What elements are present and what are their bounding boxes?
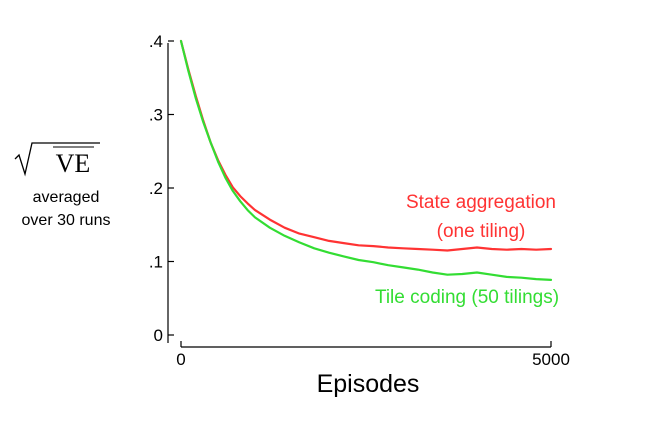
y-ticks: 0 .1 .2 .3 .4 bbox=[149, 32, 174, 345]
y-tick-label-3: .3 bbox=[149, 106, 163, 125]
y-tick-label-0: 0 bbox=[154, 326, 163, 345]
y-tick-label-2: .2 bbox=[149, 179, 163, 198]
x-tick-label-1: 5000 bbox=[532, 350, 570, 369]
y-tick-label-1: .1 bbox=[149, 253, 163, 272]
series-label-tile-coding: Tile coding (50 tilings) bbox=[375, 287, 559, 308]
series-label-state-aggregation: State aggregation (one tiling) bbox=[406, 192, 556, 242]
sqrt-radical bbox=[14, 142, 100, 177]
series-line-0 bbox=[179, 39, 553, 252]
series-label-state-aggregation-line1: State aggregation bbox=[406, 192, 556, 213]
y-axis-title: VE averaged over 30 runs bbox=[14, 142, 111, 229]
series-line-1 bbox=[179, 39, 553, 281]
ylabel-line2: over 30 runs bbox=[22, 212, 111, 229]
x-tick-label-0: 0 bbox=[176, 350, 185, 369]
x-ticks: 0 5000 bbox=[176, 341, 570, 369]
series-group bbox=[179, 39, 553, 281]
y-tick-label-4: .4 bbox=[149, 32, 163, 51]
ylabel-line1: averaged bbox=[33, 189, 100, 206]
x-axis-title: Episodes bbox=[317, 370, 420, 398]
series-label-state-aggregation-line2: (one tiling) bbox=[437, 221, 526, 242]
ylabel-symbol: VE bbox=[56, 149, 91, 178]
